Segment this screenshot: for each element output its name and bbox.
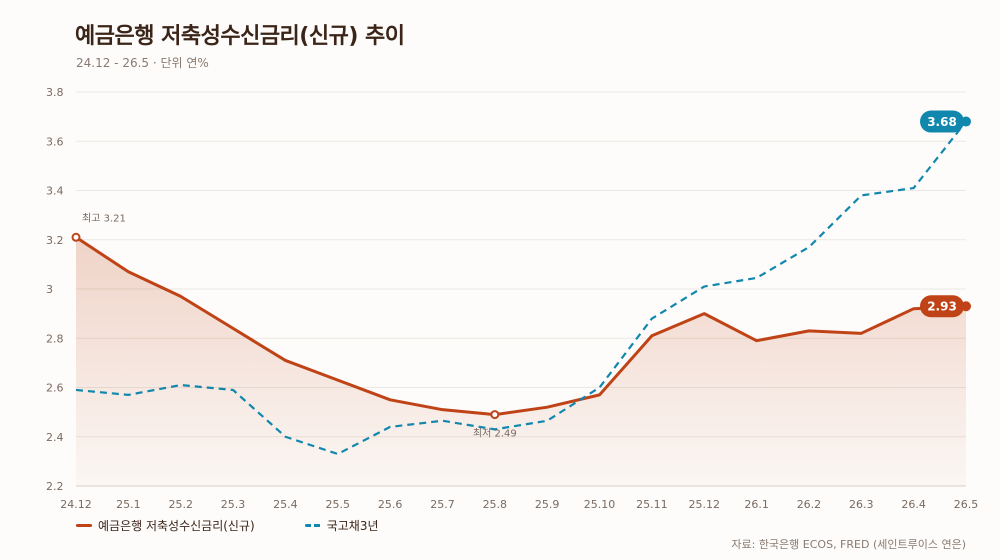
chart-legend: 예금은행 저축성수신금리(신규) 국고채3년 bbox=[76, 517, 379, 534]
x-tick-label: 25.6 bbox=[378, 498, 403, 511]
legend-label-deposit: 예금은행 저축성수신금리(신규) bbox=[98, 519, 255, 533]
x-tick-label: 26.5 bbox=[954, 498, 979, 511]
deposit-max-point bbox=[71, 232, 81, 242]
x-tick-label: 25.7 bbox=[430, 498, 455, 511]
y-tick-label: 2.8 bbox=[46, 332, 64, 345]
page-subtitle: 24.12 - 26.5 · 단위 연% bbox=[76, 56, 209, 70]
x-tick-label: 25.1 bbox=[116, 498, 141, 511]
x-tick-label: 25.8 bbox=[483, 498, 508, 511]
x-tick-label: 25.5 bbox=[326, 498, 351, 511]
x-tick-label: 25.4 bbox=[273, 498, 298, 511]
annotation-min: 최저 2.49 bbox=[473, 428, 517, 440]
bond-end-badge bbox=[920, 110, 964, 133]
y-tick-label: 3 bbox=[46, 283, 53, 296]
x-tick-label: 25.11 bbox=[636, 498, 668, 511]
x-tick-label: 25.9 bbox=[535, 498, 560, 511]
y-tick-label: 3.2 bbox=[46, 234, 64, 247]
deposit-series-line bbox=[74, 235, 968, 417]
y-tick-label: 3.8 bbox=[46, 86, 64, 99]
legend-swatch-deposit bbox=[76, 524, 92, 527]
y-tick-label: 3.6 bbox=[46, 135, 64, 148]
x-tick-label: 25.2 bbox=[168, 498, 193, 511]
x-tick-label: 25.10 bbox=[584, 498, 616, 511]
x-tick-label: 25.12 bbox=[688, 498, 720, 511]
y-tick-label: 2.2 bbox=[46, 480, 64, 493]
bond-end-label: 3.68 bbox=[927, 115, 957, 129]
legend-label-bond: 국고채3년 bbox=[326, 519, 379, 533]
x-tick-label: 26.3 bbox=[849, 498, 874, 511]
y-tick-label: 2.4 bbox=[46, 431, 64, 444]
page-title: 예금은행 저축성수신금리(신규) 추이 bbox=[75, 24, 405, 49]
x-tick-label: 26.1 bbox=[744, 498, 769, 511]
legend-item-bond: 국고채3년 bbox=[304, 517, 379, 534]
deposit-end-badge bbox=[920, 295, 964, 318]
y-tick-label: 3.4 bbox=[46, 185, 64, 198]
x-tick-label: 25.3 bbox=[221, 498, 246, 511]
x-tick-label: 24.12 bbox=[60, 498, 92, 511]
x-tick-label: 26.2 bbox=[797, 498, 822, 511]
deposit-min-point bbox=[490, 410, 500, 420]
annotation-max: 최고 3.21 bbox=[82, 212, 126, 224]
deposit-area bbox=[76, 237, 966, 486]
y-tick-label: 2.6 bbox=[46, 382, 64, 395]
legend-item-deposit: 예금은행 저축성수신금리(신규) bbox=[76, 517, 255, 534]
legend-swatch-bond bbox=[304, 524, 321, 527]
deposit-end-label: 2.93 bbox=[927, 300, 957, 314]
x-tick-label: 26.4 bbox=[901, 498, 926, 511]
source-note: 자료: 한국은행 ECOS, FRED (세인트루이스 연은) bbox=[731, 538, 966, 551]
bond-series-line bbox=[75, 120, 967, 456]
